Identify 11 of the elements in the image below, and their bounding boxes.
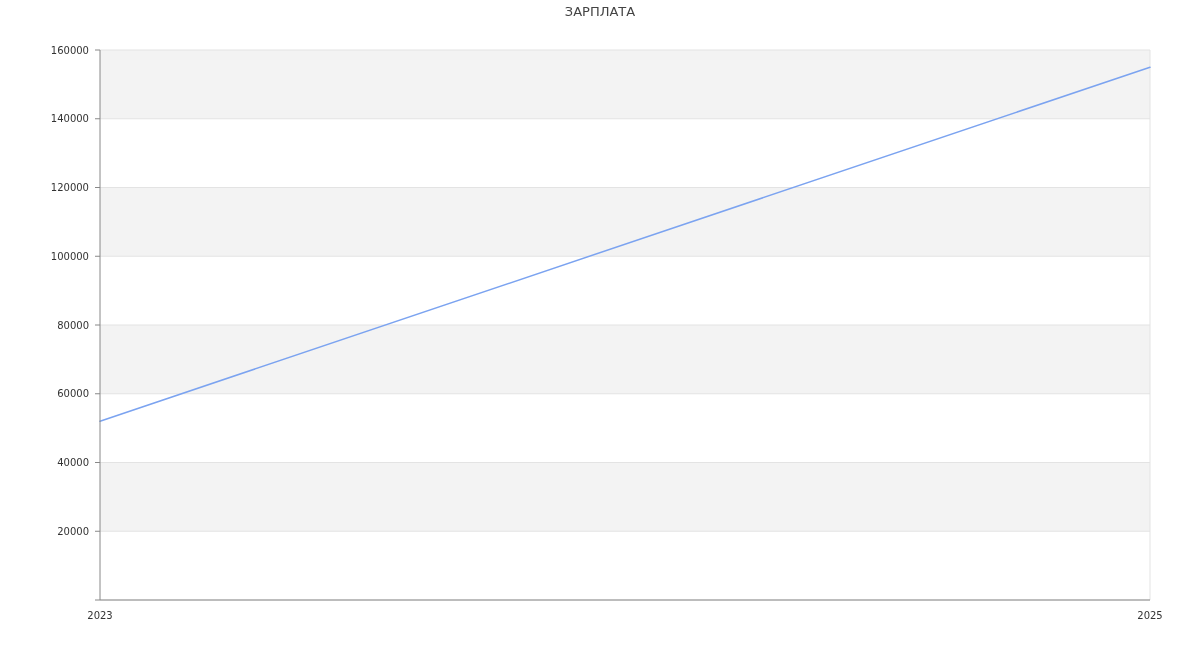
x-tick-label: 2025 [1137,610,1163,621]
y-tick-label: 20000 [57,525,89,537]
y-tick-label: 40000 [57,457,89,468]
y-tick-label: 100000 [50,250,89,262]
y-tick-label: 120000 [50,182,89,193]
y-tick-label: 80000 [57,319,89,331]
y-tick-label: 160000 [50,44,89,56]
y-tick-label: 140000 [50,113,89,125]
x-tick-label: 2023 [87,610,113,621]
chart-title: ЗАРПЛАТА [564,4,636,19]
y-tick-label: 60000 [57,388,89,400]
